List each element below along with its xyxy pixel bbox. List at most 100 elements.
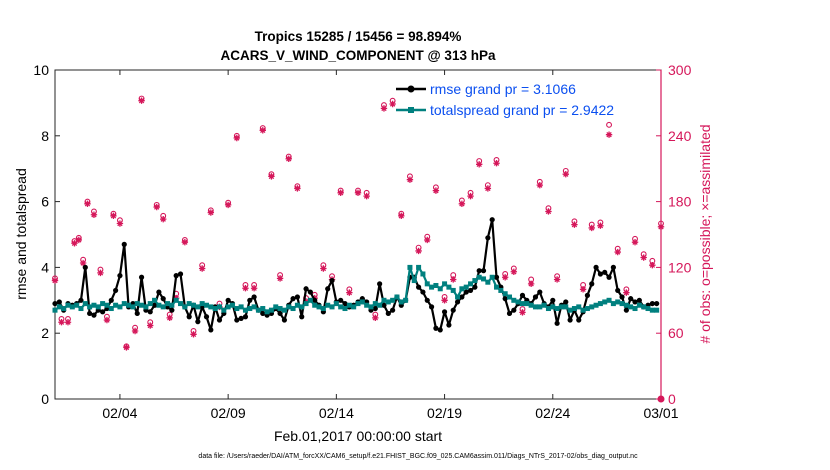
totalspread-point xyxy=(580,307,586,313)
totalspread-point xyxy=(225,304,231,310)
obs-assimilated-point xyxy=(527,280,535,288)
totalspread-point xyxy=(312,302,318,308)
rmse-point xyxy=(78,297,84,303)
totalspread-point xyxy=(320,306,326,312)
totalspread-point xyxy=(597,301,603,307)
rmse-point xyxy=(377,281,383,287)
totalspread-point xyxy=(273,304,279,310)
series-lines xyxy=(52,217,660,333)
totalspread-point xyxy=(558,304,564,310)
legend: rmse grand pr = 3.1066 totalspread grand… xyxy=(396,81,614,118)
rmse-point xyxy=(113,287,119,294)
totalspread-point xyxy=(351,304,357,310)
rmse-point xyxy=(563,299,569,305)
obs-assimilated-point xyxy=(415,247,422,255)
totalspread-point xyxy=(268,307,274,313)
totalspread-point xyxy=(610,301,616,307)
obs-assimilated-point xyxy=(519,309,526,316)
obs-assimilated-point xyxy=(337,189,344,197)
rmse-point xyxy=(160,296,166,302)
obs-assimilated-point xyxy=(579,286,587,293)
rmse-point xyxy=(294,294,300,300)
y-axis-label-left: rmse and totalspread xyxy=(13,168,29,300)
obs-assimilated-point xyxy=(103,316,111,324)
totalspread-point xyxy=(494,284,500,290)
obs-assimilated-point xyxy=(181,238,189,246)
totalspread-point xyxy=(550,304,556,310)
totalspread-point xyxy=(654,307,660,313)
obs-assimilated-point xyxy=(467,192,474,200)
obs-assimilated-point xyxy=(424,236,431,244)
totalspread-point xyxy=(130,304,136,310)
rmse-point xyxy=(325,286,331,292)
rmse-point xyxy=(251,294,257,300)
x-tick-label: 02/24 xyxy=(535,405,570,421)
obs-assimilated-point xyxy=(493,160,500,167)
totalspread-point xyxy=(56,304,62,310)
totalspread-point xyxy=(303,301,309,307)
totalspread-point xyxy=(619,301,625,307)
obs-assimilated-point xyxy=(160,215,167,223)
rmse-point xyxy=(584,292,591,298)
rmse-point xyxy=(519,292,526,298)
totalspread-point xyxy=(498,287,504,293)
obs-assimilated-point xyxy=(553,276,561,283)
totalspread-point xyxy=(429,284,435,290)
totalspread-point xyxy=(411,278,417,284)
totalspread-point xyxy=(372,301,378,307)
rmse-point xyxy=(636,297,642,303)
obs-assimilated-point xyxy=(363,192,370,200)
totalspread-point xyxy=(424,281,430,287)
rmse-point xyxy=(52,300,58,307)
rmse-point xyxy=(82,264,88,270)
totalspread-point xyxy=(636,302,642,308)
obs-assimilated-point xyxy=(476,161,483,168)
rmse-point xyxy=(433,325,439,331)
totalspread-point xyxy=(281,307,287,313)
obs-markers xyxy=(51,95,665,351)
chart-title-line2: ACARS_V_WIND_COMPONENT @ 313 hPa xyxy=(221,48,496,63)
rmse-point xyxy=(329,277,335,284)
obs-assimilated-point xyxy=(346,289,353,296)
totalspread-point xyxy=(160,304,166,310)
rmse-point xyxy=(610,264,616,270)
obs-assimilated-point xyxy=(224,201,232,209)
rmse-point xyxy=(459,294,465,300)
obs-assimilated-point xyxy=(649,262,656,269)
totalspread-point xyxy=(152,297,158,303)
obs-assimilated-point xyxy=(110,212,117,220)
totalspread-point xyxy=(147,301,153,307)
totalspread-point xyxy=(139,302,145,308)
obs-assimilated-point xyxy=(536,181,543,189)
totalspread-point xyxy=(74,302,80,308)
y-tick-label-left: 6 xyxy=(41,194,49,210)
rmse-point xyxy=(606,274,612,280)
totalspread-point xyxy=(208,304,214,310)
totalspread-point xyxy=(511,297,517,303)
totalspread-point xyxy=(502,291,508,297)
obs-assimilated-point xyxy=(147,322,154,329)
obs-assimilated-point xyxy=(198,265,206,272)
totalspread-point xyxy=(69,304,75,310)
totalspread-point xyxy=(126,302,132,308)
rmse-point xyxy=(420,289,426,295)
obs-assimilated-point xyxy=(320,265,327,272)
rmse-point xyxy=(446,322,452,328)
totalspread-point xyxy=(113,302,119,308)
totalspread-point xyxy=(156,302,162,308)
rmse-point xyxy=(428,304,435,310)
obs-assimilated-point xyxy=(250,285,258,292)
legend-spread-marker xyxy=(408,107,414,113)
totalspread-point xyxy=(524,301,530,307)
rmse-point xyxy=(169,307,175,313)
y-tick-label-right: 0 xyxy=(668,391,676,407)
rmse-point xyxy=(567,317,573,323)
totalspread-point xyxy=(403,297,409,303)
y-tick-label-right: 240 xyxy=(668,128,692,144)
totalspread-point xyxy=(299,304,305,310)
footer-data-file: data file: /Users/raeder/DAI/ATM_forcXX/… xyxy=(198,453,638,460)
totalspread-point xyxy=(589,304,595,310)
rmse-point xyxy=(589,281,595,287)
totalspread-point xyxy=(407,264,413,270)
rmse-point xyxy=(225,297,231,303)
